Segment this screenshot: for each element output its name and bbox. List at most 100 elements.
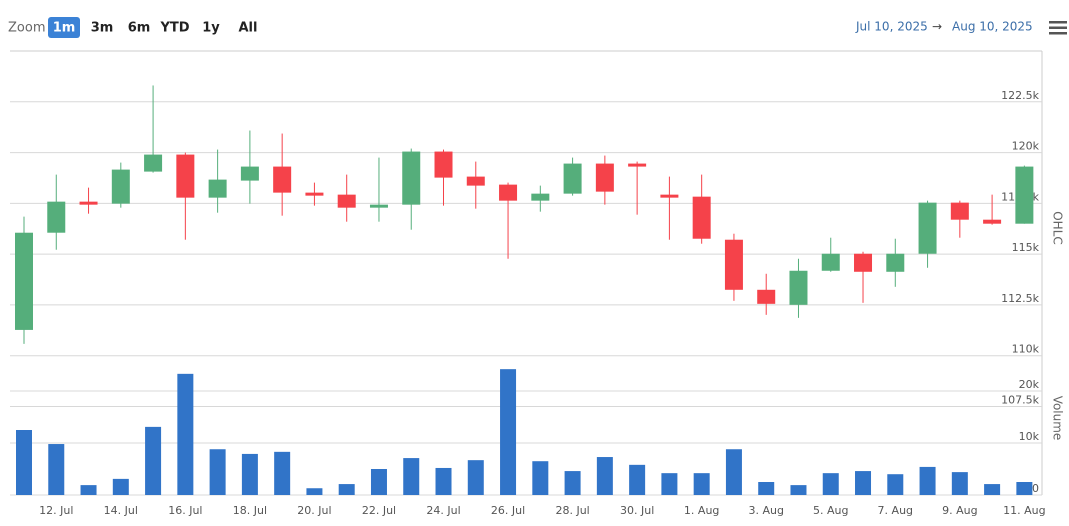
candle-body [434,151,453,178]
volume-bar [596,457,613,495]
x-tick-label: 5. Aug [813,504,848,517]
candle-body [821,253,840,271]
candle-body [273,166,292,193]
volume-bar [403,458,420,495]
volume-bar [16,430,32,495]
candle-body [369,204,388,208]
menu-button[interactable] [1049,21,1067,35]
date-to[interactable]: Aug 10, 2025 [952,20,1033,34]
volume-bar [822,473,839,495]
candle-body [466,176,485,186]
zoom-label: Zoom [8,21,45,36]
candle-body [692,196,711,239]
y-tick-label: 10k [1019,430,1040,443]
candle-body [208,179,227,198]
x-tick-label: 24. Jul [426,504,460,517]
y-tick-label: 112.5k [1001,292,1039,305]
y-tick-label: 122.5k [1001,89,1039,102]
x-tick-label: 1. Aug [684,504,719,517]
volume-bar [112,478,129,495]
range-button[interactable]: 3m [91,21,114,36]
x-tick-label: 11. Aug [1003,504,1045,517]
x-tick-label: 7. Aug [878,504,913,517]
candle-body [660,194,679,198]
candle-body [305,192,324,196]
candle-body [240,166,259,181]
volume-bar [48,444,65,495]
x-tick-label: 3. Aug [748,504,783,517]
menu-bar [1049,32,1067,35]
volume-bar [370,469,387,495]
x-tick-label: 28. Jul [555,504,589,517]
range-button[interactable]: YTD [159,21,189,36]
volume-bar [80,485,97,495]
candle-body [111,169,130,204]
volume-bar [1016,482,1033,495]
volume-bar [467,460,484,495]
y-tick-label: 110k [1012,343,1040,356]
candle-body [595,163,614,192]
ohlc-axis-title: OHLC [1051,211,1065,245]
range-button[interactable]: All [239,21,258,36]
date-from[interactable]: Jul 10, 2025 [855,20,928,34]
candle-body [983,219,1002,224]
volume-bar [693,473,710,495]
candle-body [950,202,969,220]
x-tick-label: 14. Jul [104,504,138,517]
volume-bar [887,474,904,495]
volume-bar [564,471,581,495]
y-tick-label: 20k [1019,378,1040,391]
volume-bar [500,369,517,495]
volume-bar [145,426,162,495]
y-tick-label: 115k [1012,241,1040,254]
volume-bar [435,467,452,495]
candle-body [531,193,550,201]
range-button-bg [48,17,80,38]
y-tick-label: 0 [1032,482,1039,495]
x-tick-label: 30. Jul [620,504,654,517]
candle-body [15,232,33,330]
volume-bar [661,473,678,495]
volume-axis-title: Volume [1051,396,1065,441]
volume-bar [177,373,194,495]
x-tick-label: 12. Jul [39,504,73,517]
volume-bar [919,466,936,495]
range-button[interactable]: 1y [202,21,220,36]
volume-bar [306,488,323,495]
volume-bar [241,453,258,495]
x-tick-label: 18. Jul [233,504,267,517]
volume-bar [790,485,807,495]
candle-body [918,202,937,254]
candle-body [402,151,421,205]
candle-body [628,163,647,167]
x-tick-label: 22. Jul [362,504,396,517]
x-tick-label: 9. Aug [942,504,977,517]
volume-bar [984,484,1001,495]
candle-body [757,289,776,304]
volume-bar [629,464,646,495]
x-tick-label: 26. Jul [491,504,525,517]
y-tick-label: 107.5k [1001,394,1039,407]
x-tick-label: 20. Jul [297,504,331,517]
volume-bar [758,482,775,495]
candle-body [886,253,905,272]
candle-body [499,184,518,201]
volume-bar [532,461,549,495]
range-button[interactable]: 6m [128,21,151,36]
candle-body [854,253,873,272]
range-button[interactable]: 1m [53,21,76,36]
x-tick-label: 16. Jul [168,504,202,517]
volume-bar [725,449,742,495]
volume-bar [209,449,226,495]
menu-bar [1049,21,1067,24]
y-tick-label: 120k [1012,140,1040,153]
volume-bar [274,451,291,495]
candle-body [1015,166,1034,224]
candle-body [79,201,98,205]
date-arrow: → [932,20,942,34]
candle-body [176,154,195,198]
candle-body [47,201,66,233]
volume-bar [338,484,355,495]
candle-body [144,154,163,172]
